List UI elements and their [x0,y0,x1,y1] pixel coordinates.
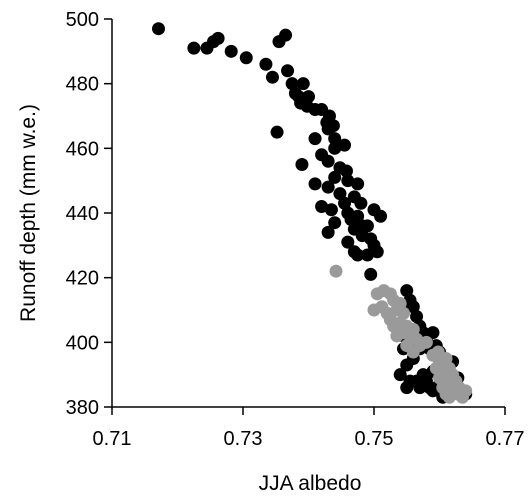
black-data-point [351,248,365,262]
black-data-point [281,64,295,78]
gray-data-point [367,303,381,317]
y-tick-label: 400 [66,332,99,354]
black-data-point [270,125,284,139]
black-data-point [374,209,388,223]
black-data-point [338,138,352,152]
gray-data-point [406,345,420,359]
black-data-point [393,368,407,382]
y-tick-label: 420 [66,268,99,290]
black-data-point [364,267,378,281]
black-data-point [328,170,342,184]
black-data-point [224,44,238,58]
x-axis-title: JJA albedo [259,472,362,495]
black-data-point [259,57,273,71]
data-points [152,22,473,404]
axis-labels: JJA albedo Runoff depth (mm w.e.) [17,104,361,495]
y-tick-label: 460 [66,138,99,160]
black-data-point [355,229,369,243]
black-data-point [326,119,340,133]
x-tick-label: 0.75 [355,428,394,450]
black-data-point [328,141,342,155]
black-data-point [152,22,166,36]
black-data-point [400,381,414,395]
y-tick-label: 480 [66,74,99,96]
black-data-point [354,196,368,210]
black-data-point [360,219,374,233]
black-data-point [302,90,315,104]
gray-data-point [442,390,456,404]
black-data-point [324,203,338,217]
black-data-point [308,132,322,146]
black-data-point [239,51,253,65]
y-tick-label: 380 [66,397,99,419]
y-tick-label: 500 [66,9,99,31]
black-data-point [370,245,384,259]
gray-data-point [459,384,473,398]
black-data-point [339,164,353,178]
black-data-point [360,248,374,262]
black-data-point [333,187,347,201]
y-axis-title: Runoff depth (mm w.e.) [17,104,40,322]
black-data-point [308,177,322,191]
black-data-point [295,158,309,171]
y-tick-label: 440 [66,203,99,225]
x-tick-label: 0.71 [93,428,132,450]
black-data-point [328,216,342,230]
x-tick-label: 0.73 [224,428,263,450]
black-data-point [321,180,335,194]
black-data-point [211,31,225,45]
black-data-point [321,154,335,168]
x-tick-label: 0.77 [486,428,525,450]
black-data-point [279,28,293,42]
black-data-point [341,174,355,188]
gray-data-point [436,381,450,395]
black-data-point [315,200,329,214]
black-data-point [351,177,365,191]
axes: 380 400 420 440 460 480 500 0.71 0.73 0.75 0.77 [66,9,525,450]
gray-data-point [329,264,343,278]
black-data-point [341,235,355,249]
gray-data-point [419,335,433,349]
gray-data-point [390,329,404,343]
black-data-point [265,70,279,84]
black-data-point [296,77,310,91]
black-data-point [426,326,440,340]
black-data-point [328,132,342,146]
black-data-point [187,41,201,55]
black-data-point [321,225,335,239]
